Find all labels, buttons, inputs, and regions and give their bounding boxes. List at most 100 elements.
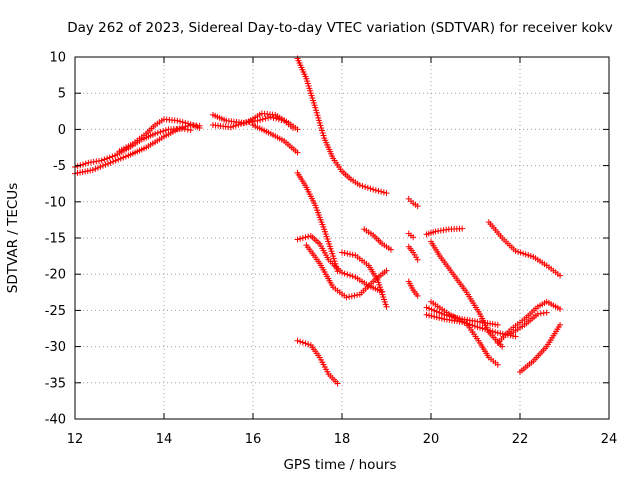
data-point <box>104 155 111 162</box>
data-point <box>227 124 234 131</box>
series-track-24 <box>494 298 564 346</box>
data-point <box>414 292 421 299</box>
data-point <box>479 325 486 332</box>
data-point <box>383 190 390 197</box>
data-point <box>94 164 101 171</box>
x-tick-label: 12 <box>67 432 84 447</box>
data-point <box>313 107 320 114</box>
data-point <box>112 157 119 164</box>
data-point <box>240 120 247 127</box>
series-track-6 <box>250 122 301 156</box>
data-point <box>182 119 189 126</box>
data-point <box>346 293 353 300</box>
data-point <box>494 329 501 336</box>
data-point <box>294 149 301 156</box>
data-point <box>294 236 301 243</box>
data-point <box>512 333 519 340</box>
data-point <box>525 252 532 259</box>
data-point <box>107 159 114 166</box>
data-point <box>115 156 122 163</box>
data-point <box>517 249 524 256</box>
series-track-17 <box>405 278 421 299</box>
data-point <box>174 126 181 133</box>
data-point <box>423 304 430 311</box>
data-point <box>316 119 323 126</box>
data-point <box>299 235 306 241</box>
data-point <box>79 169 86 176</box>
data-point <box>356 182 363 189</box>
data-point <box>414 256 421 263</box>
axis-ticks: 12 14 16 18 20 22 24 10 5 0 -5 -10 -15 -20 -25 -30 -35 -4… <box>45 51 618 448</box>
x-tick-label: 22 <box>512 432 529 447</box>
data-point <box>487 327 494 334</box>
data-point <box>410 234 417 241</box>
data-point <box>297 338 304 345</box>
y-tick-label: -5 <box>53 159 66 174</box>
data-point <box>237 120 244 127</box>
data-point <box>257 116 264 123</box>
data-point <box>330 253 337 260</box>
data-point <box>106 154 113 161</box>
series-track-11 <box>339 249 390 310</box>
data-point <box>185 120 192 127</box>
data-point <box>364 184 371 191</box>
data-point <box>348 293 355 300</box>
series-track-2 <box>72 122 203 177</box>
series-track-13 <box>294 337 341 387</box>
data-points <box>72 55 564 387</box>
data-point <box>160 128 167 135</box>
data-point <box>341 250 348 257</box>
data-point <box>494 321 501 328</box>
data-point <box>375 187 382 194</box>
chart-title: Day 262 of 2023, Sidereal Day-to-day VTE… <box>67 20 613 36</box>
y-axis-label: SDTVAR / TECUs <box>5 183 21 293</box>
data-point <box>370 186 377 193</box>
data-point <box>372 187 379 194</box>
data-point <box>428 312 435 319</box>
data-point <box>162 127 169 134</box>
data-point <box>314 112 321 119</box>
data-point <box>351 292 358 299</box>
data-point <box>110 158 117 165</box>
data-point <box>80 161 87 168</box>
data-point <box>344 250 351 257</box>
data-point <box>494 361 501 368</box>
data-point <box>117 155 124 162</box>
series-track-5 <box>209 110 301 133</box>
data-point <box>383 303 390 310</box>
data-point <box>428 306 435 313</box>
data-point <box>436 314 443 321</box>
data-point <box>423 311 430 318</box>
data-point <box>187 127 194 134</box>
data-point <box>294 126 301 133</box>
data-point <box>320 132 327 139</box>
data-point <box>383 267 390 274</box>
data-point <box>152 130 159 137</box>
data-point <box>492 329 499 336</box>
data-point <box>98 157 105 164</box>
data-point <box>87 167 94 174</box>
y-tick-label: -30 <box>45 340 66 355</box>
y-tick-label: -10 <box>45 195 66 210</box>
series-track-7 <box>294 55 390 197</box>
data-point <box>433 314 440 321</box>
series-track-23 <box>485 219 564 279</box>
data-point <box>177 118 184 125</box>
data-point <box>120 154 127 161</box>
data-point <box>459 225 466 232</box>
series-track-10 <box>303 242 390 301</box>
series-track-15 <box>405 230 417 241</box>
series-track-16 <box>405 243 421 263</box>
data-point <box>105 160 112 167</box>
data-point <box>474 323 481 330</box>
data-point <box>312 104 319 111</box>
y-tick-label: 10 <box>49 51 66 66</box>
data-point <box>99 162 106 169</box>
data-point <box>557 321 564 328</box>
data-point <box>378 188 385 195</box>
data-point <box>82 160 89 167</box>
data-point <box>101 156 108 163</box>
data-point <box>316 117 323 124</box>
data-point <box>122 153 129 160</box>
